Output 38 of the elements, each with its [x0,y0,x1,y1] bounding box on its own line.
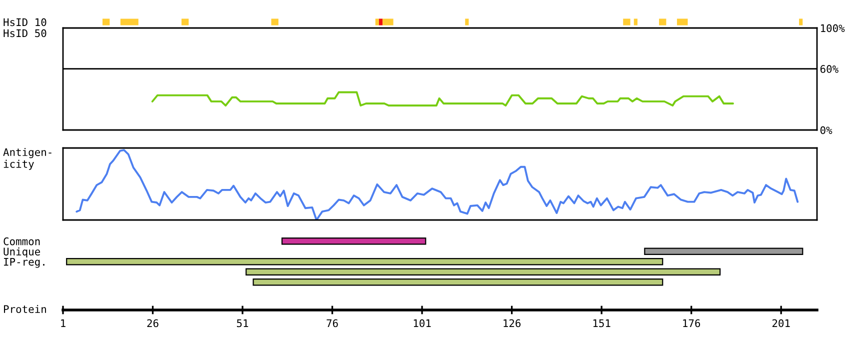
x-tick-label: 201 [772,319,790,328]
bar [623,18,630,26]
x-tick-label: 151 [593,319,610,328]
bar [181,18,189,26]
bar [799,18,803,26]
y-tick-label: IP-reg. [4,258,44,268]
bar [465,18,469,26]
bar [252,278,664,286]
y-tick-label: HsID 50 [4,29,46,38]
y-tick-label: HsID 10 [4,18,46,26]
x-tick-label: 26 [147,319,158,328]
y-tick-label: Unique [4,247,40,258]
bar [378,18,383,26]
x-tick-label: 176 [683,319,700,328]
x-tick-label: 101 [414,319,431,328]
x-tick-label: 76 [326,319,338,328]
bar [66,258,664,266]
x-axis-title: Protein [4,304,46,314]
bar [634,18,638,26]
bar [375,18,379,26]
bar [644,248,804,256]
x-tick-label: 126 [504,319,521,328]
y-tick-label: 100% [821,24,845,32]
x-tick-label: 1 [61,319,66,327]
y-axis-title: Antigen- icity [3,148,52,170]
y-tick-label: Common [4,237,40,246]
bar [120,18,138,26]
line-series [151,91,734,106]
bar [382,18,394,26]
bar [659,18,666,26]
y-tick-label: 0% [820,126,832,134]
y-tick-label: 60% [820,65,838,73]
bar [281,237,426,245]
bar [676,18,688,26]
bar [102,18,110,26]
bar [246,268,721,276]
bar [271,18,278,26]
x-tick-label: 51 [236,319,248,328]
